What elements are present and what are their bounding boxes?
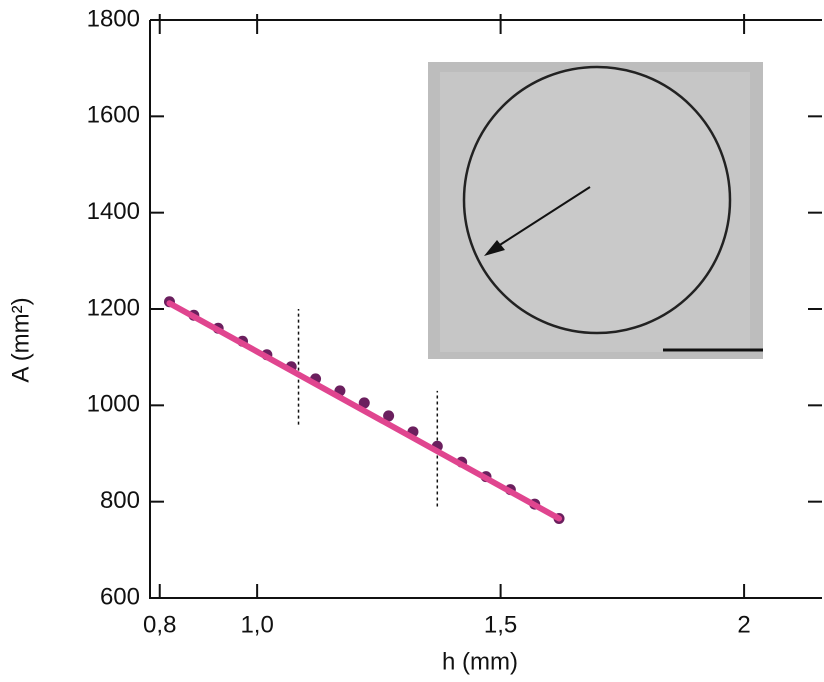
y-tick-label: 1800 [87,5,140,32]
y-tick-label: 600 [100,583,140,610]
data-point [383,410,395,422]
x-tick-label: 1,5 [484,611,517,638]
x-axis-label: h (mm) [442,648,518,675]
y-tick-label: 1400 [87,198,140,225]
x-tick-label: 2 [737,611,750,638]
fit-line [166,300,563,522]
y-tick-label: 800 [100,487,140,514]
data-point [358,397,370,409]
inset-photo [428,62,763,359]
y-axis-label: A (mm²) [7,297,34,382]
y-tick-label: 1000 [87,391,140,418]
y-tick-label: 1200 [87,294,140,321]
x-tick-label: 0,8 [143,611,176,638]
x-tick-label: 1,0 [240,611,273,638]
y-tick-label: 1600 [87,102,140,129]
